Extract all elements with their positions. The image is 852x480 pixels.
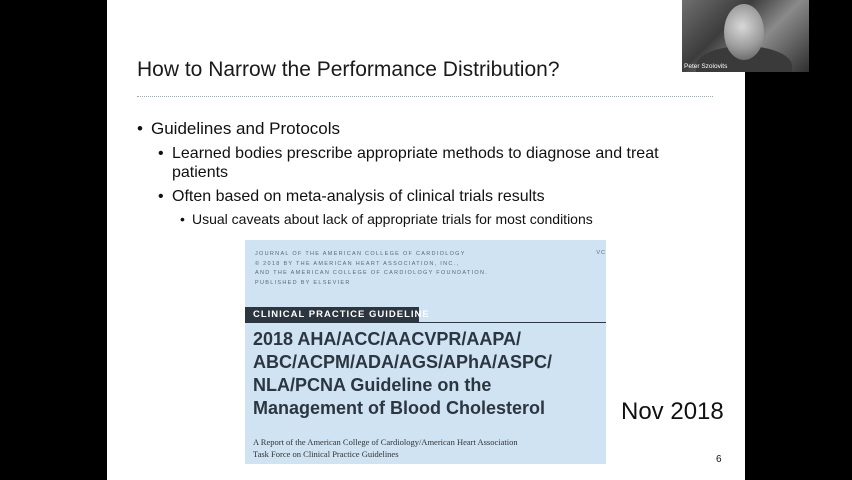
title-divider xyxy=(137,96,713,97)
bullet-dot: • xyxy=(180,211,185,227)
right-letterbox xyxy=(745,0,852,480)
slide-title: How to Narrow the Performance Distributi… xyxy=(137,58,560,81)
guideline-cover-image: JOURNAL OF THE AMERICAN COLLEGE OF CARDI… xyxy=(245,240,606,464)
bullet-level3: • Usual caveats about lack of appropriate… xyxy=(180,211,593,227)
bullet-text: Learned bodies prescribe appropriate met… xyxy=(172,145,659,162)
bullet-level2: • Learned bodies prescribe appropriate me… xyxy=(158,145,659,163)
participant-name: Peter Szolovits xyxy=(684,63,728,70)
guideline-banner: CLINICAL PRACTICE GUIDELINE xyxy=(245,307,429,322)
bullet-text: Usual caveats about lack of appropriate … xyxy=(192,211,593,227)
bullet-dot: • xyxy=(158,145,164,162)
bullet-dot: • xyxy=(137,119,143,138)
participant-avatar xyxy=(724,4,764,60)
bullet-text: Often based on meta-analysis of clinical… xyxy=(172,188,545,205)
page-number: 6 xyxy=(716,454,722,465)
bullet-continuation: patients xyxy=(172,164,229,181)
journal-corner-text: VC xyxy=(596,250,606,256)
bullet-dot: • xyxy=(158,188,164,205)
bullet-text: Guidelines and Protocols xyxy=(151,119,341,138)
guideline-title: 2018 AHA/ACC/AACVPR/AAPA/ ABC/ACPM/ADA/A… xyxy=(253,329,553,418)
journal-header: JOURNAL OF THE AMERICAN COLLEGE OF CARDI… xyxy=(255,251,489,286)
guideline-report-subtitle: A Report of the American College of Card… xyxy=(253,437,518,459)
left-letterbox xyxy=(0,0,107,480)
bullet-level1: • Guidelines and Protocols xyxy=(137,119,340,139)
bullet-level2: • Often based on meta-analysis of clinica… xyxy=(158,188,545,206)
date-note: Nov 2018 xyxy=(621,398,724,425)
slide: How to Narrow the Performance Distributi… xyxy=(107,0,745,480)
webcam-thumbnail[interactable]: Peter Szolovits xyxy=(682,0,809,72)
banner-rule xyxy=(245,322,606,323)
